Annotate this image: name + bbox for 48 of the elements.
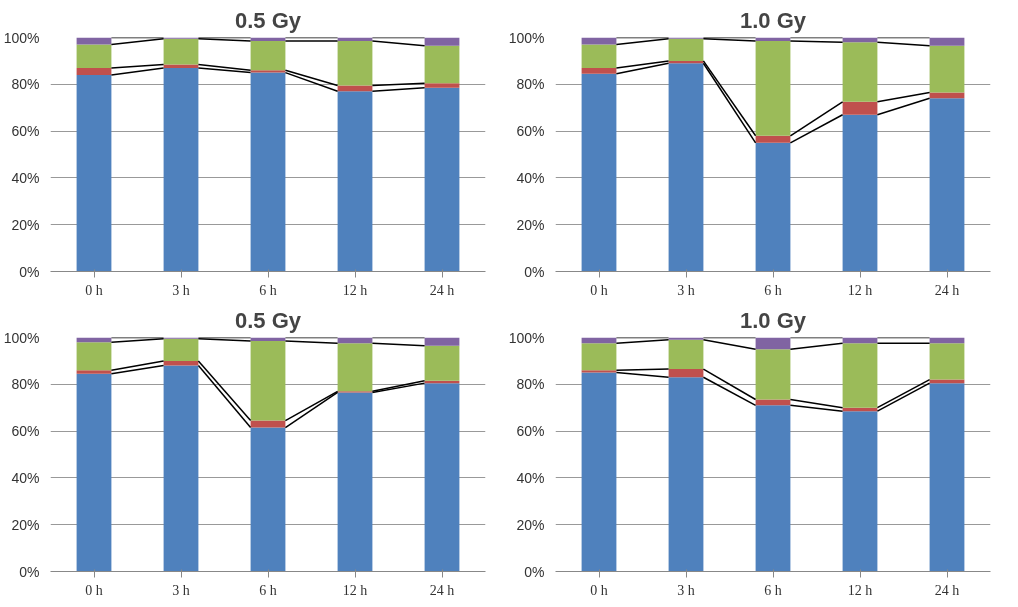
x-tick-label: 24 h [429,282,455,298]
x-tick-label: 24 h [934,582,960,598]
x-tick-label: 24 h [934,282,960,298]
x-tick-label: 3 h [677,582,695,598]
y-tick-label: 20% [516,516,545,533]
y-tick-label: 60% [11,423,40,440]
y-tick-label: 20% [11,516,40,533]
y-tick-label: 60% [516,123,545,140]
y-tick-label: 40% [11,169,40,186]
y-tick-label: 40% [516,169,545,186]
y-tick-label: 60% [11,123,40,140]
x-tick-label: 0 h [85,582,103,598]
y-tick-label: 80% [11,376,40,393]
x-tick-label: 3 h [172,282,190,298]
y-tick-label: 100% [3,29,40,46]
chart-title: 0.5 Gy [234,7,302,33]
x-tick-label: 6 h [764,582,782,598]
y-tick-label: 40% [516,469,545,486]
x-tick-label: 0 h [590,282,608,298]
x-tick-label: 3 h [172,582,190,598]
y-tick-label: 20% [516,216,545,233]
y-tick-label: 100% [3,329,40,346]
chart-title: 0.5 Gy [234,307,302,333]
y-tick-label: 40% [11,469,40,486]
x-tick-label: 3 h [677,282,695,298]
y-tick-label: 0% [19,263,40,280]
y-tick-label: 100% [508,329,545,346]
y-tick-label: 80% [516,76,545,93]
x-tick-label: 6 h [259,582,277,598]
y-tick-label: 0% [19,563,40,580]
y-tick-label: 0% [524,563,545,580]
y-tick-label: 60% [516,423,545,440]
y-tick-label: 20% [11,216,40,233]
x-tick-label: 6 h [764,282,782,298]
x-tick-label: 12 h [342,582,368,598]
y-tick-label: 80% [516,376,545,393]
x-tick-label: 12 h [847,282,873,298]
chart-title: 1.0 Gy [739,7,807,33]
chart-title: 1.0 Gy [739,307,807,333]
x-tick-label: 0 h [590,582,608,598]
y-tick-label: 80% [11,76,40,93]
x-tick-label: 12 h [847,582,873,598]
x-tick-label: 24 h [429,582,455,598]
y-tick-label: 100% [508,29,545,46]
x-tick-label: 0 h [85,282,103,298]
x-tick-label: 6 h [259,282,277,298]
x-tick-label: 12 h [342,282,368,298]
y-tick-label: 0% [524,263,545,280]
